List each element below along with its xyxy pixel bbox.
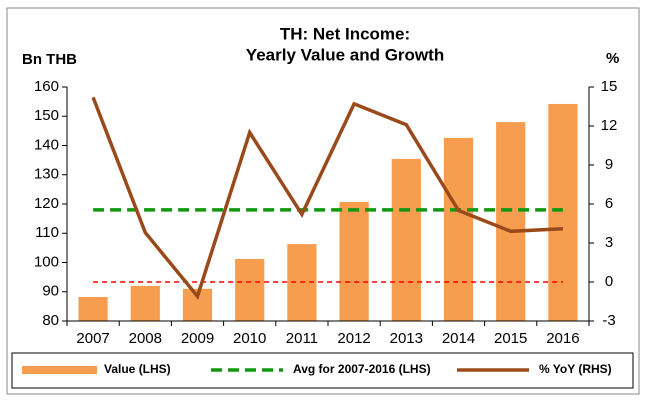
chart-frame — [6, 7, 640, 395]
y-tick-label: 90 — [42, 283, 59, 300]
y2-tick-label: 0 — [605, 273, 613, 290]
bar — [391, 158, 421, 321]
x-tick-label: 2010 — [233, 330, 266, 347]
chart-title: TH: Net Income: — [280, 24, 410, 43]
bar — [339, 201, 369, 321]
bar — [548, 103, 578, 321]
x-tick-label: 2014 — [442, 330, 475, 347]
bar — [235, 258, 265, 321]
legend-label: Avg for 2007-2016 (LHS) — [293, 362, 431, 376]
line — [91, 96, 563, 300]
y-tick-label: 110 — [35, 224, 59, 241]
y-tick-label: 160 — [34, 78, 59, 95]
bar — [496, 122, 526, 321]
y2-tick-label: 12 — [601, 117, 618, 134]
legend-swatch — [22, 366, 97, 374]
legend-label: % YoY (RHS) — [539, 362, 612, 376]
y-tick-label: 120 — [34, 195, 59, 212]
y-tick-label: 150 — [34, 107, 59, 124]
y-tick-label: 130 — [34, 166, 59, 183]
x-tick-label: 2011 — [286, 330, 318, 347]
y2-tick-label: 9 — [605, 156, 613, 173]
x-tick-label: 2012 — [337, 330, 370, 347]
y-tick-label: 80 — [42, 312, 59, 329]
x-tick-label: 2008 — [129, 330, 162, 347]
x-tick-label: 2015 — [494, 330, 527, 347]
y-tick-label: 100 — [34, 253, 59, 270]
legend-frame — [11, 352, 634, 389]
x-tick-label: 2007 — [76, 330, 109, 347]
chart-title: Yearly Value and Growth — [246, 45, 444, 64]
bar — [443, 137, 474, 321]
bar — [130, 285, 160, 321]
y2-tick-label: -3 — [602, 312, 615, 329]
y-tick-label: 140 — [34, 136, 59, 153]
x-tick-label: 2009 — [181, 330, 214, 347]
legend-label: Value (LHS) — [104, 362, 171, 376]
y2-tick-label: 6 — [605, 195, 613, 212]
y2-tick-label: 3 — [605, 234, 613, 251]
x-tick-label: 2013 — [390, 330, 423, 347]
y2-axis-label: % — [606, 50, 619, 67]
bar — [78, 297, 108, 321]
y2-tick-label: 15 — [601, 78, 618, 95]
y-axis-label: Bn THB — [22, 51, 77, 68]
x-tick-label: 2016 — [546, 330, 579, 347]
